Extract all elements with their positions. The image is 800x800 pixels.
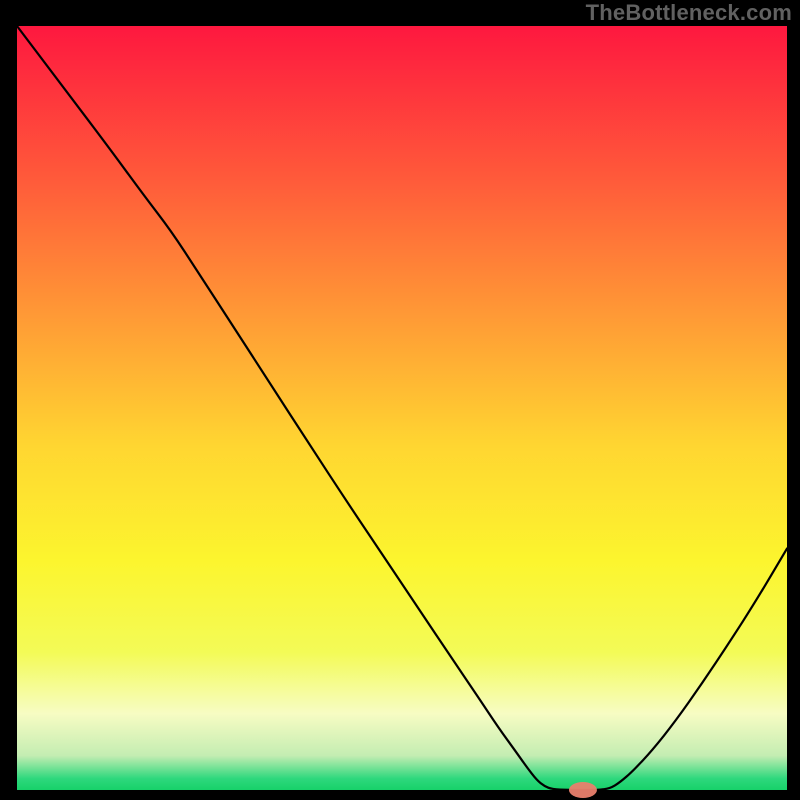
chart-container: { "watermark": "TheBottleneck.com", "cha… (0, 0, 800, 800)
watermark-text: TheBottleneck.com (586, 0, 792, 26)
gradient-background (17, 26, 787, 790)
optimal-point-marker (569, 782, 597, 798)
bottleneck-chart (0, 0, 800, 800)
